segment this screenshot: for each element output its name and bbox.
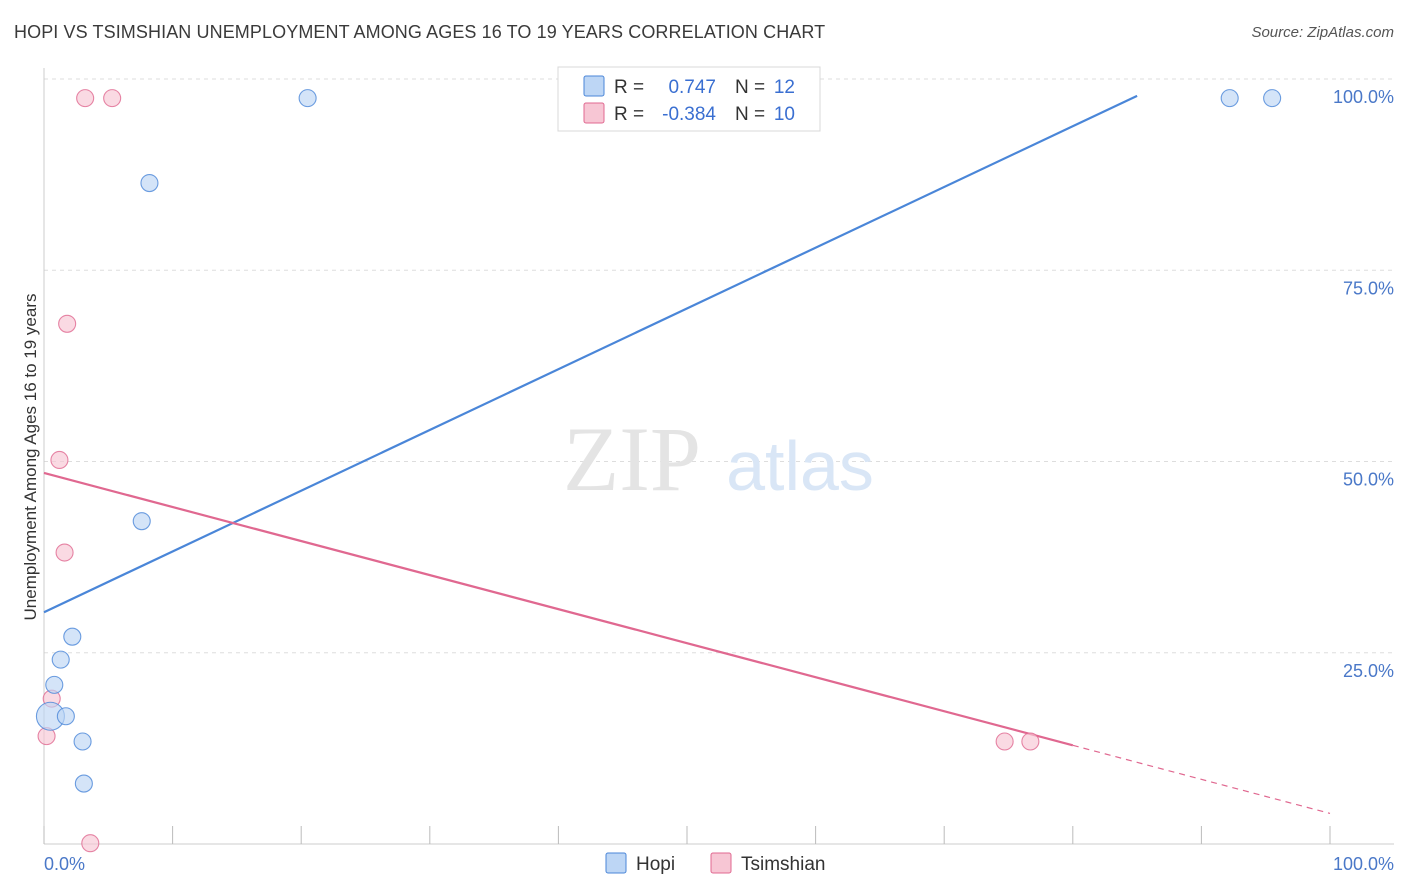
point-tsimshian-1 — [103, 89, 122, 108]
data-points — [35, 89, 1282, 853]
tick-labels: 25.0% 50.0% 75.0% 100.0% 0.0% 100.0% — [44, 87, 1394, 874]
point-hopi-7 — [45, 675, 64, 694]
axes — [43, 68, 1394, 845]
point-tsimshian-3 — [50, 450, 69, 470]
watermark-atlas: atlas — [726, 427, 874, 505]
series-legend-swatch-hopi — [605, 852, 627, 874]
watermark-zip: ZIP — [563, 408, 701, 510]
legend-hopi-r-label: R = — [614, 77, 644, 98]
point-hopi-0 — [298, 89, 317, 108]
series-legend: Hopi Tsimshian — [605, 852, 825, 875]
legend-tsimshian-r-label: R = — [614, 104, 644, 125]
point-hopi-9 — [56, 707, 75, 726]
legend-hopi-n-value: 12 — [774, 77, 795, 98]
series-legend-hopi: Hopi — [636, 854, 675, 875]
trend-lines — [43, 94, 1331, 814]
trend-line-hopi — [43, 94, 1138, 614]
source-label: Source: ZipAtlas.com — [1251, 24, 1394, 41]
legend-tsimshian-n-label: N = — [735, 104, 765, 125]
trend-line-tsimshian-extension — [1072, 744, 1331, 814]
point-hopi-1 — [1220, 89, 1239, 108]
series-legend-tsimshian: Tsimshian — [741, 854, 825, 875]
point-tsimshian-8 — [1021, 732, 1040, 751]
y-tick-label-25: 25.0% — [1343, 661, 1394, 681]
chart-title: HOPI VS TSIMSHIAN UNEMPLOYMENT AMONG AGE… — [14, 22, 826, 42]
point-tsimshian-9 — [81, 834, 100, 853]
y-tick-label-50: 50.0% — [1343, 470, 1394, 490]
point-hopi-10 — [73, 732, 92, 751]
series-legend-swatch-tsimshian — [710, 852, 732, 874]
legend-hopi-r-value: 0.747 — [668, 77, 716, 98]
x-tick-label-min: 0.0% — [44, 854, 85, 874]
point-tsimshian-0 — [76, 89, 95, 108]
legend-swatch-hopi — [583, 75, 605, 97]
watermark: ZIP atlas — [563, 408, 874, 510]
y-tick-label-75: 75.0% — [1343, 278, 1394, 298]
point-hopi-6 — [51, 650, 70, 669]
point-tsimshian-2 — [58, 314, 77, 333]
y-tick-label-100: 100.0% — [1333, 87, 1394, 107]
point-hopi-5 — [63, 627, 82, 646]
point-hopi-4 — [132, 512, 151, 531]
legend-tsimshian-n-value: 10 — [774, 104, 795, 125]
trend-line-tsimshian — [43, 471, 1074, 747]
grid-lines — [44, 78, 1394, 654]
correlation-legend: R = 0.747 N = 12 R = -0.384 N = 10 — [557, 66, 821, 132]
legend-hopi-n-label: N = — [735, 77, 765, 98]
legend-tsimshian-r-value: -0.384 — [662, 104, 716, 125]
x-tick-label-max: 100.0% — [1333, 854, 1394, 874]
y-axis-label: Unemployment Among Ages 16 to 19 years — [21, 294, 40, 621]
point-hopi-11 — [74, 774, 93, 793]
point-tsimshian-7 — [995, 732, 1014, 751]
point-hopi-3 — [140, 173, 159, 193]
point-hopi-2 — [1263, 89, 1282, 108]
point-tsimshian-4 — [55, 543, 74, 562]
legend-swatch-tsimshian — [583, 102, 605, 124]
